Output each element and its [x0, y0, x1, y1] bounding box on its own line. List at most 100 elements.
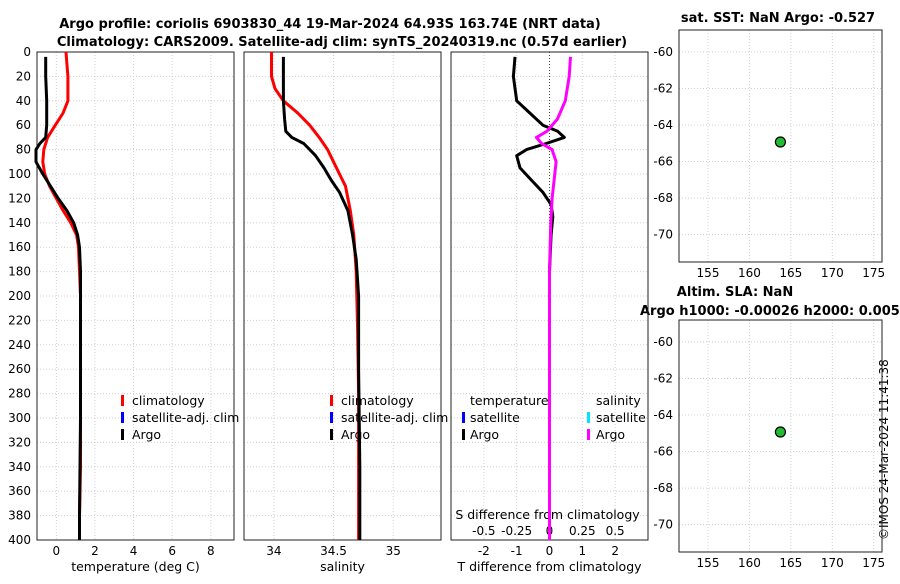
sla-map-panel: -60 -62 -64 -66 -68 -70 155 160 165 170 175	[653, 319, 885, 570]
lon-tick-label: 160	[738, 266, 761, 280]
lon-tick-label: 175	[862, 266, 885, 280]
x-tick-label: 2	[91, 544, 99, 558]
series-line-argo	[34, 56, 82, 540]
s-axis-label: S difference from climatology	[455, 507, 640, 522]
legend-swatch	[330, 412, 333, 423]
y-tick-label: 180	[8, 265, 31, 279]
lat-tick-label: -66	[653, 445, 673, 459]
map-frame	[678, 29, 883, 263]
x-tick-label: -2	[478, 544, 490, 558]
x-tick-label: 34	[266, 544, 281, 558]
y-tick-label: 60	[16, 118, 31, 132]
float-location-marker	[774, 136, 787, 148]
y-tick-label: 100	[8, 167, 31, 181]
lon-tick-label: 155	[697, 556, 720, 570]
legend-swatch	[330, 395, 333, 406]
legend-swatch	[121, 412, 124, 423]
lat-tick-label: -68	[653, 191, 673, 205]
y-tick-label: 80	[16, 143, 31, 157]
x-tick-label: 6	[168, 544, 176, 558]
x-tick-label: 0	[546, 544, 554, 558]
legend-label: Argo	[470, 427, 499, 442]
legend-header: salinity	[596, 393, 641, 408]
sla-title-1: Altim. SLA: NaN	[677, 285, 793, 300]
legend-label: climatology	[132, 393, 205, 408]
legend-swatch	[462, 412, 465, 423]
lat-tick-label: -62	[653, 81, 673, 95]
x-axis-label: T difference from climatology	[456, 559, 642, 574]
x-tick-label: 1	[579, 544, 587, 558]
lat-tick-label: -64	[653, 118, 673, 132]
lat-tick-label: -62	[653, 371, 673, 385]
lon-tick-label: 155	[697, 266, 720, 280]
legend-label: climatology	[341, 393, 414, 408]
y-tick-label: 380	[8, 509, 31, 523]
imos-timestamp: ©IMOS 24-Mar-2024 11:41:38	[877, 359, 891, 540]
lon-tick-label: 175	[862, 556, 885, 570]
y-tick-label: 320	[8, 435, 31, 449]
y-tick-label: 360	[8, 484, 31, 498]
legend-label: satellite	[470, 410, 520, 425]
y-tick-label: 220	[8, 313, 31, 327]
series-line-s-argo-clim	[534, 56, 572, 540]
lat-tick-label: -60	[653, 335, 673, 349]
x-axis-label: temperature (deg C)	[71, 559, 200, 574]
x-tick-label: 34.5	[320, 544, 347, 558]
y-tick-label: 400	[8, 533, 31, 547]
s-tick-label: 0.5	[606, 524, 625, 538]
y-tick-label: 0	[23, 45, 31, 59]
lat-tick-label: -70	[653, 228, 673, 242]
sst-map-panel: -60 -62 -64 -66 -68 -70 155 160 165 170 175	[653, 29, 885, 280]
legend-swatch	[121, 395, 124, 406]
legend-label: satellite-adj. clim	[341, 410, 448, 425]
map-frame	[678, 319, 883, 553]
lat-tick-label: -60	[653, 45, 673, 59]
x-tick-label: 0	[52, 544, 60, 558]
y-tick-label: 140	[8, 216, 31, 230]
y-tick-label: 300	[8, 411, 31, 425]
y-tick-label: 40	[16, 94, 31, 108]
lon-tick-label: 160	[738, 556, 761, 570]
y-tick-label: 280	[8, 387, 31, 401]
lon-tick-label: 165	[779, 556, 802, 570]
s-tick-label: -0.5	[472, 524, 495, 538]
legend-swatch	[587, 429, 590, 440]
y-tick-label: 240	[8, 338, 31, 352]
y-tick-label: 120	[8, 191, 31, 205]
legend-label: Argo	[132, 427, 161, 442]
lat-tick-label: -68	[653, 481, 673, 495]
y-tick-label: 200	[8, 289, 31, 303]
lat-tick-label: -66	[653, 155, 673, 169]
y-tick-label: 260	[8, 362, 31, 376]
legend-swatch	[587, 412, 590, 423]
y-tick-label: 20	[16, 69, 31, 83]
lat-tick-label: -70	[653, 518, 673, 532]
legend-label: Argo	[596, 427, 625, 442]
legend-header: temperature	[470, 393, 549, 408]
s-tick-label: -0.25	[501, 524, 532, 538]
figure-title-line1: Argo profile: coriolis 6903830_44 19-Mar…	[59, 17, 601, 32]
y-tick-label: 340	[8, 460, 31, 474]
lon-tick-label: 170	[821, 266, 844, 280]
lon-tick-label: 170	[821, 556, 844, 570]
y-tick-label: 160	[8, 240, 31, 254]
legend-label: Argo	[341, 427, 370, 442]
sla-title-2: Argo h1000: -0.00026 h2000: 0.005	[640, 304, 900, 319]
x-tick-label: 8	[207, 544, 215, 558]
legend-swatch	[121, 429, 124, 440]
float-location-marker	[774, 426, 787, 438]
legend-swatch	[330, 429, 333, 440]
plot-frame	[36, 51, 235, 541]
sst-title: sat. SST: NaN Argo: -0.527	[681, 11, 875, 26]
x-tick-label: 35	[386, 544, 401, 558]
series-line-t-argo-clim	[511, 56, 566, 540]
x-tick-label: -1	[511, 544, 523, 558]
legend-label: satellite	[596, 410, 646, 425]
series-line-argo	[281, 56, 362, 540]
difference-panel: -2 -1 0 1 2T difference from climatology S di…	[450, 51, 649, 574]
x-axis-label: salinity	[320, 559, 365, 574]
plot-frame	[243, 51, 442, 541]
temperature-panel: 0204060801001201401601802002202402602803…	[8, 45, 239, 574]
figure-title-line2: Climatology: CARS2009. Satellite-adj cli…	[57, 35, 627, 50]
